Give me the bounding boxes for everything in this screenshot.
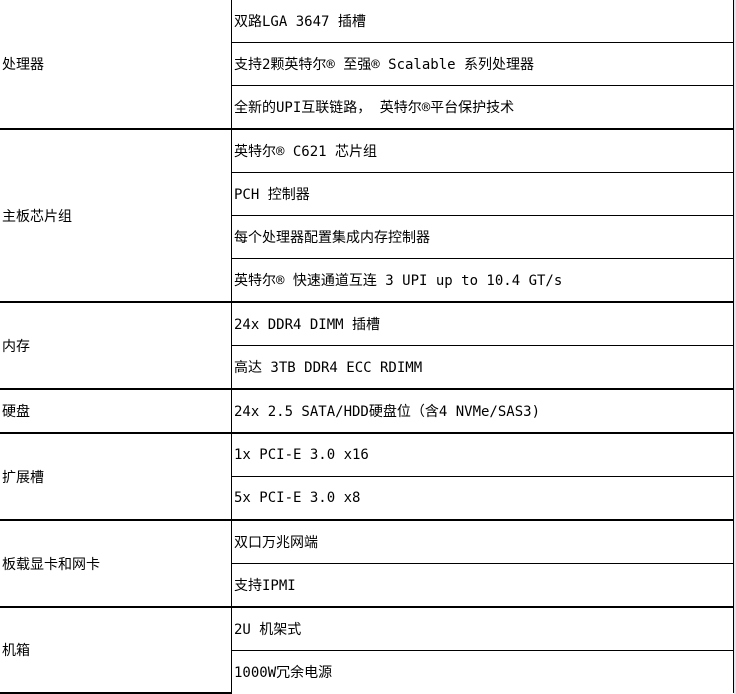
table-row: 主板芯片组 英特尔® C621 芯片组 xyxy=(0,128,734,303)
spec-value-cell: 24x 2.5 SATA/HDD硬盘位（含4 NVMe/SAS3) xyxy=(231,388,734,433)
table-row: 5x PCI-E 3.0 x8 xyxy=(0,476,734,520)
spec-value-cell: 支持2颗英特尔® 至强® Scalable 系列处理器 xyxy=(231,42,734,86)
spec-value-cell: 每个处理器配置集成内存控制器 xyxy=(231,215,734,259)
table-row: 支持2颗英特尔® 至强® Scalable 系列处理器 xyxy=(0,42,734,86)
table-row: 支持IPMI xyxy=(0,563,734,607)
table-row: 板载显卡和网卡 双口万兆网端 xyxy=(0,519,734,608)
table-row: 处理器 双路LGA 3647 插槽 xyxy=(0,0,734,130)
category-cell: 处理器 xyxy=(0,0,232,130)
table-row: 每个处理器配置集成内存控制器 xyxy=(0,215,734,259)
spec-value-cell: 5x PCI-E 3.0 x8 xyxy=(231,476,734,520)
table-row: 英特尔® 快速通道互连 3 UPI up to 10.4 GT/s xyxy=(0,258,734,302)
spec-value-cell: 英特尔® C621 芯片组 xyxy=(231,128,734,173)
spec-value-cell: 24x DDR4 DIMM 插槽 xyxy=(231,301,734,346)
spec-value-cell: 1000W冗余电源 xyxy=(231,650,734,693)
spec-value-cell: 全新的UPI互联链路， 英特尔®平台保护技术 xyxy=(231,85,734,129)
table-row: 扩展槽 1x PCI-E 3.0 x16 xyxy=(0,432,734,521)
spec-value-cell: 2U 机架式 xyxy=(231,606,734,651)
category-cell: 内存 xyxy=(0,301,232,390)
category-cell: 主板芯片组 xyxy=(0,128,232,303)
table-row: PCH 控制器 xyxy=(0,172,734,216)
spec-value-cell: 双路LGA 3647 插槽 xyxy=(231,0,734,43)
table-row: 内存 24x DDR4 DIMM 插槽 xyxy=(0,301,734,390)
table-row: 硬盘 24x 2.5 SATA/HDD硬盘位（含4 NVMe/SAS3) xyxy=(0,388,734,434)
spec-value-cell: 高达 3TB DDR4 ECC RDIMM xyxy=(231,345,734,389)
table-row: 1000W冗余电源 xyxy=(0,650,734,693)
spec-value-cell: 1x PCI-E 3.0 x16 xyxy=(231,432,734,477)
spec-value-cell: PCH 控制器 xyxy=(231,172,734,216)
spec-value-cell: 双口万兆网端 xyxy=(231,519,734,564)
table-row: 机箱 2U 机架式 xyxy=(0,606,734,694)
category-cell: 扩展槽 xyxy=(0,432,232,521)
category-cell: 硬盘 xyxy=(0,388,232,434)
spec-value-cell: 支持IPMI xyxy=(231,563,734,607)
table-row: 高达 3TB DDR4 ECC RDIMM xyxy=(0,345,734,389)
spec-value-cell: 英特尔® 快速通道互连 3 UPI up to 10.4 GT/s xyxy=(231,258,734,302)
category-cell: 机箱 xyxy=(0,606,232,694)
table-row: 全新的UPI互联链路， 英特尔®平台保护技术 xyxy=(0,85,734,129)
category-cell: 板载显卡和网卡 xyxy=(0,519,232,608)
